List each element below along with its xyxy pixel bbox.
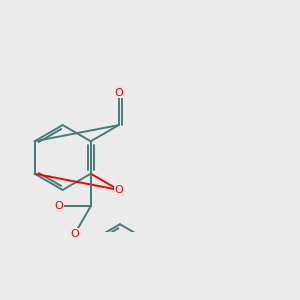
Text: O: O [54, 201, 63, 211]
Text: O: O [115, 88, 123, 98]
Text: O: O [115, 185, 123, 195]
Text: O: O [70, 229, 79, 239]
